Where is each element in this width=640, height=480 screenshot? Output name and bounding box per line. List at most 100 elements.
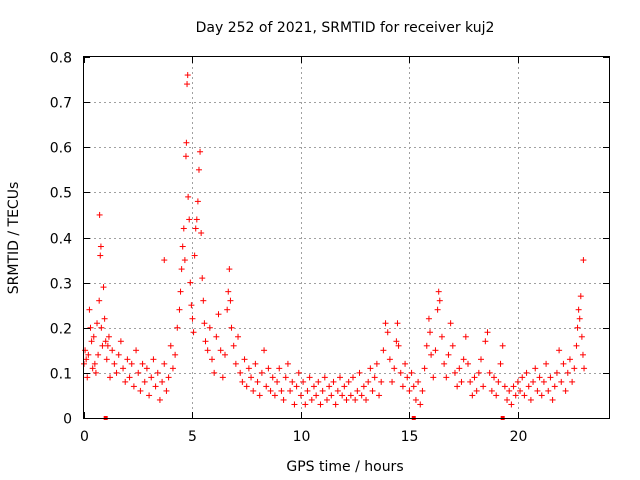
data-point <box>195 166 202 173</box>
data-point <box>532 365 539 372</box>
data-point <box>458 378 465 385</box>
data-point <box>105 333 112 340</box>
data-point <box>504 396 511 403</box>
data-point <box>438 333 445 340</box>
data-point <box>111 360 118 367</box>
data-point <box>254 378 261 385</box>
data-point <box>227 297 234 304</box>
data-point <box>86 306 93 313</box>
data-point <box>117 338 124 345</box>
data-point <box>287 387 294 394</box>
data-point <box>172 351 179 358</box>
data-point <box>319 387 326 394</box>
data-point <box>178 266 185 273</box>
data-point <box>323 396 330 403</box>
data-point <box>261 347 268 354</box>
data-point <box>573 342 580 349</box>
data-point <box>415 378 422 385</box>
data-point <box>332 401 339 408</box>
data-point <box>334 387 341 394</box>
data-point <box>150 356 157 363</box>
data-point <box>143 365 150 372</box>
axis-ticks <box>84 57 609 419</box>
data-point <box>224 306 231 313</box>
data-point <box>163 387 170 394</box>
data-point <box>217 347 224 354</box>
data-point <box>179 243 186 250</box>
data-point <box>406 387 413 394</box>
data-point <box>508 401 515 408</box>
data-point <box>241 356 248 363</box>
data-point <box>553 369 560 376</box>
plot-frame <box>83 56 610 419</box>
data-point <box>519 374 526 381</box>
data-point <box>128 360 135 367</box>
data-point <box>293 383 300 390</box>
data-point <box>549 396 556 403</box>
data-point <box>282 374 289 381</box>
x-tick-label: 0 <box>80 429 89 445</box>
data-point <box>252 360 259 367</box>
data-point <box>280 396 287 403</box>
data-point <box>84 374 91 381</box>
data-point <box>419 387 426 394</box>
x-axis-label: GPS time / hours <box>286 459 403 475</box>
data-point <box>369 387 376 394</box>
y-tick-label: 0 <box>63 412 72 428</box>
y-tick-label: 0.6 <box>50 141 72 157</box>
data-point <box>547 374 554 381</box>
data-point <box>152 383 159 390</box>
data-point <box>199 275 206 282</box>
data-point <box>122 378 129 385</box>
data-point <box>310 383 317 390</box>
data-point <box>435 288 442 295</box>
data-point <box>510 383 517 390</box>
data-point <box>341 383 348 390</box>
data-point <box>454 383 461 390</box>
data-point <box>235 333 242 340</box>
data-point <box>484 329 491 336</box>
data-point <box>297 392 304 399</box>
data-point <box>193 216 200 223</box>
data-point <box>506 387 513 394</box>
chart-title: Day 252 of 2021, SRMTID for receiver kuj… <box>196 20 495 36</box>
data-point <box>137 387 144 394</box>
data-point <box>399 383 406 390</box>
data-point <box>183 139 190 146</box>
data-point <box>206 324 213 331</box>
data-point <box>156 396 163 403</box>
data-point <box>473 387 480 394</box>
data-point <box>243 383 250 390</box>
data-point <box>408 369 415 376</box>
data-point <box>371 374 378 381</box>
data-point <box>182 153 189 160</box>
data-point <box>365 378 372 385</box>
data-point <box>575 306 582 313</box>
data-point <box>190 329 197 336</box>
data-point <box>126 374 133 381</box>
data-point <box>356 369 363 376</box>
data-point <box>394 320 401 327</box>
data-point <box>421 365 428 372</box>
data-point <box>85 351 92 358</box>
data-point <box>102 338 109 345</box>
data-point <box>451 369 458 376</box>
data-point <box>174 324 181 331</box>
data-point <box>410 383 417 390</box>
data-point <box>475 369 482 376</box>
y-tick-label: 0.5 <box>50 186 72 202</box>
data-point <box>389 378 396 385</box>
data-point <box>100 284 107 291</box>
data-point <box>315 378 322 385</box>
data-point <box>343 396 350 403</box>
data-point <box>378 378 385 385</box>
data-point <box>95 351 102 358</box>
data-series-srmtid <box>81 72 588 408</box>
data-point <box>395 342 402 349</box>
data-point <box>291 401 298 408</box>
data-point <box>491 374 498 381</box>
data-point <box>300 378 307 385</box>
data-point <box>574 324 581 331</box>
data-point <box>560 360 567 367</box>
